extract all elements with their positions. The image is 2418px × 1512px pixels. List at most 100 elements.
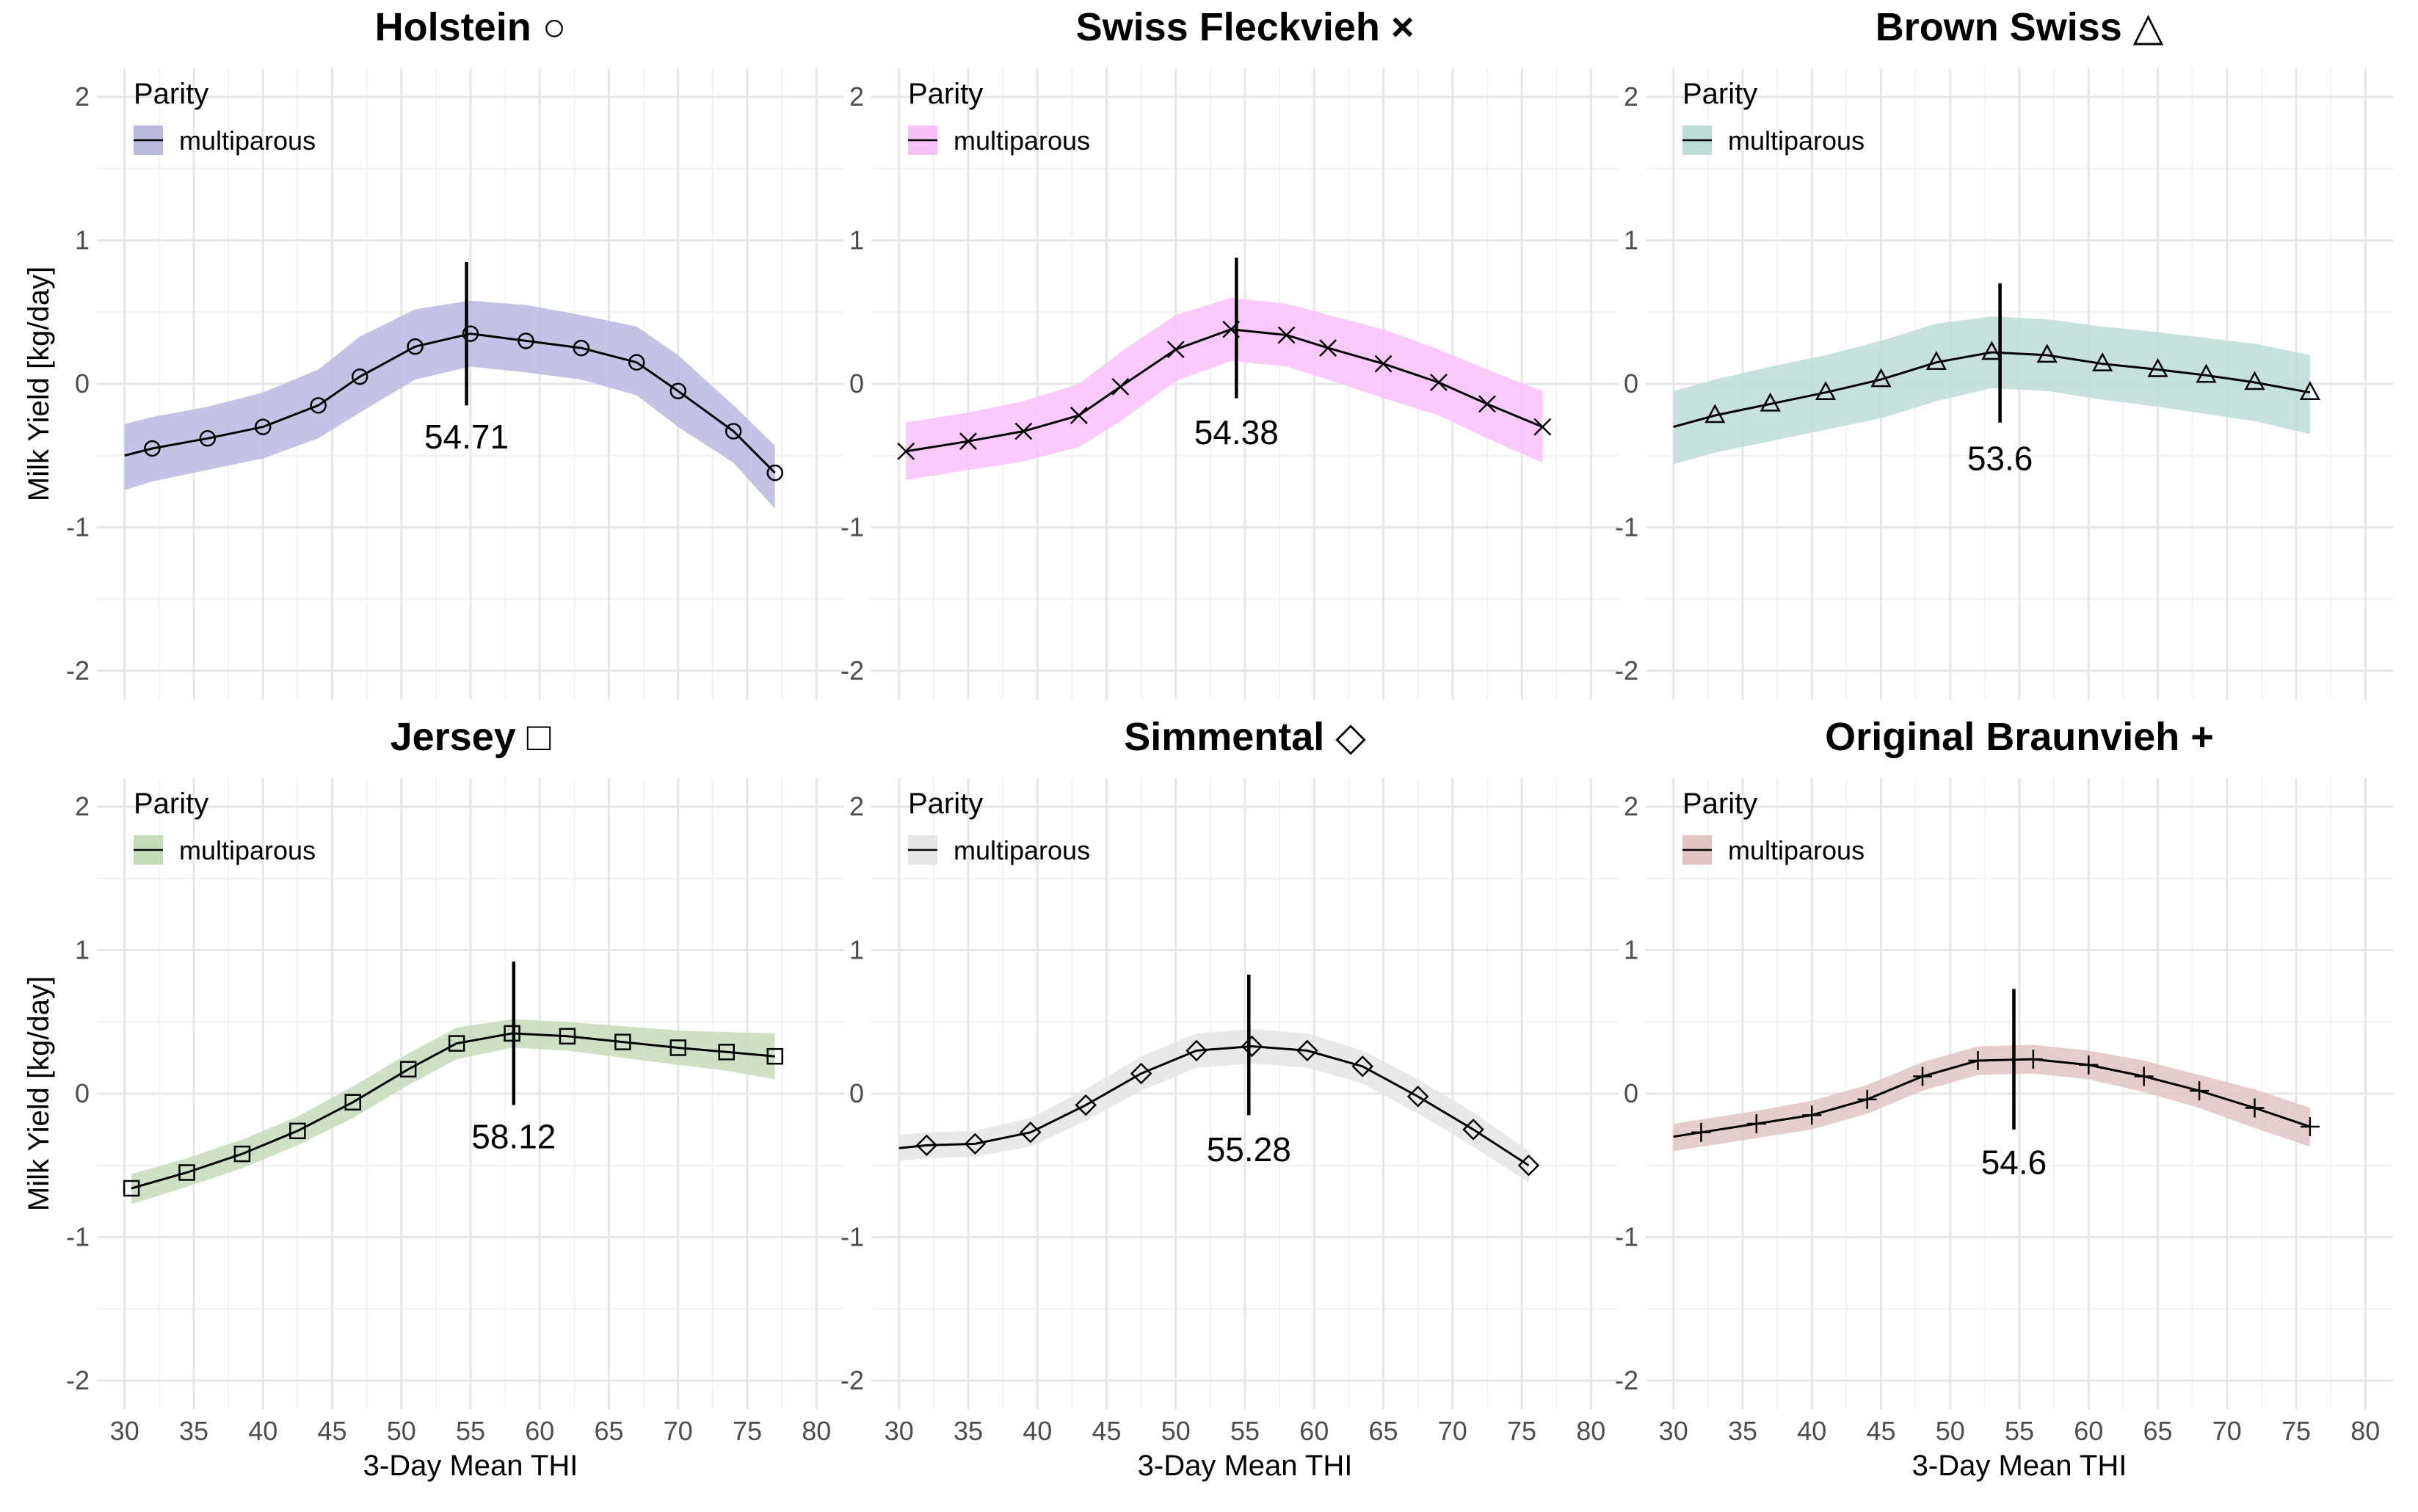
data-point bbox=[2196, 363, 2217, 383]
y-tick-label: 2 bbox=[849, 81, 864, 112]
x-tick-label: 70 bbox=[2212, 1416, 2242, 1446]
data-point bbox=[2190, 1081, 2210, 1101]
data-point bbox=[725, 423, 742, 440]
legend-title: Parity bbox=[134, 788, 208, 820]
data-point bbox=[1166, 341, 1185, 358]
data-point bbox=[1406, 1086, 1429, 1108]
data-point bbox=[1815, 381, 1837, 400]
y-tick-label: -2 bbox=[66, 655, 90, 686]
data-point bbox=[2092, 352, 2113, 371]
y-tick-label: -2 bbox=[1615, 1365, 1638, 1395]
data-point bbox=[897, 442, 915, 460]
data-point bbox=[1857, 1089, 1877, 1109]
x-tick-label: 50 bbox=[387, 1416, 416, 1446]
data-point bbox=[2299, 381, 2320, 400]
x-tick-label: 80 bbox=[1576, 1416, 1605, 1446]
x-axis-title: 3-Day Mean THI bbox=[1912, 1450, 2127, 1482]
y-tick-label: 0 bbox=[849, 368, 864, 399]
x-tick-label: 30 bbox=[1659, 1416, 1688, 1446]
fitted-line bbox=[131, 1032, 775, 1190]
peak-value-label: 55.28 bbox=[1207, 1130, 1291, 1168]
y-tick-label: 2 bbox=[1624, 81, 1638, 112]
panel-title: Holstein ○ bbox=[375, 5, 567, 49]
data-point bbox=[1351, 1055, 1374, 1077]
y-tick-label: 2 bbox=[75, 81, 90, 112]
data-point bbox=[448, 1035, 465, 1052]
y-tick-label: 0 bbox=[849, 1078, 864, 1108]
peak-value-label: 58.12 bbox=[471, 1117, 556, 1155]
data-point bbox=[1802, 1105, 1822, 1125]
data-point bbox=[504, 1025, 520, 1042]
x-tick-label: 60 bbox=[525, 1416, 554, 1446]
data-point bbox=[1277, 326, 1296, 344]
data-point bbox=[915, 1134, 938, 1157]
data-point bbox=[559, 1028, 576, 1045]
panel-5: 55.28 Simmental ◇ Parity multiparous -2 -1 0 1 2… bbox=[841, 715, 1619, 1482]
legend-label: multiparous bbox=[179, 126, 316, 156]
y-tick-label: 2 bbox=[1624, 791, 1638, 821]
peak-value-label: 54.6 bbox=[1981, 1143, 2047, 1181]
data-point bbox=[1913, 1066, 1933, 1086]
x-tick-label: 55 bbox=[1230, 1416, 1260, 1446]
x-tick-label: 45 bbox=[1866, 1416, 1895, 1446]
data-point bbox=[766, 464, 783, 481]
data-point bbox=[1746, 1114, 1766, 1134]
data-point bbox=[959, 432, 977, 451]
peak-value-label: 54.38 bbox=[1194, 413, 1279, 451]
confidence-band bbox=[131, 1019, 775, 1204]
x-tick-label: 40 bbox=[248, 1416, 277, 1446]
data-point bbox=[2134, 1066, 2154, 1086]
x-tick-label: 35 bbox=[179, 1416, 208, 1446]
x-tick-label: 70 bbox=[1438, 1416, 1467, 1446]
data-point bbox=[1186, 1039, 1208, 1062]
data-point bbox=[1430, 374, 1448, 391]
y-tick-label: -2 bbox=[1615, 655, 1638, 686]
y-tick-label: 1 bbox=[1624, 225, 1638, 255]
data-point bbox=[1517, 1154, 1540, 1177]
data-point bbox=[718, 1044, 736, 1061]
x-tick-label: 50 bbox=[1161, 1416, 1191, 1446]
x-tick-label: 50 bbox=[1936, 1416, 1965, 1446]
data-point bbox=[1020, 1122, 1042, 1144]
x-tick-label: 30 bbox=[885, 1416, 914, 1446]
panel-3: 53.6 Brown Swiss △ Parity multiparous -2 -1 0 1… bbox=[1615, 5, 2393, 699]
y-tick-label: 2 bbox=[849, 791, 864, 821]
x-tick-label: 35 bbox=[954, 1416, 983, 1446]
x-tick-label: 55 bbox=[456, 1416, 485, 1446]
data-point bbox=[462, 325, 479, 342]
y-tick-label: -1 bbox=[841, 512, 864, 542]
data-point bbox=[1533, 418, 1552, 436]
x-tick-label: 40 bbox=[1797, 1416, 1826, 1446]
data-point bbox=[669, 382, 687, 400]
data-point bbox=[1870, 368, 1892, 388]
panel-title: Swiss Fleckvieh × bbox=[1076, 5, 1415, 49]
y-axis-title: Milk Yield [kg/day] bbox=[23, 266, 55, 501]
data-point bbox=[199, 430, 217, 447]
legend-title: Parity bbox=[134, 78, 208, 110]
x-tick-label: 75 bbox=[1507, 1416, 1536, 1446]
data-point bbox=[573, 339, 590, 357]
x-axis-title: 3-Day Mean THI bbox=[1138, 1450, 1353, 1482]
x-tick-label: 65 bbox=[2143, 1416, 2172, 1446]
y-tick-label: -1 bbox=[1615, 1221, 1638, 1251]
panel-title: Original Braunvieh + bbox=[1825, 715, 2214, 759]
data-point bbox=[289, 1122, 306, 1140]
legend-label: multiparous bbox=[179, 835, 316, 865]
data-point bbox=[2147, 357, 2168, 377]
x-tick-label: 60 bbox=[1299, 1416, 1329, 1446]
confidence-band bbox=[906, 297, 1543, 480]
fitted-line bbox=[124, 332, 776, 474]
legend-title: Parity bbox=[1682, 788, 1757, 820]
y-tick-label: 1 bbox=[849, 225, 864, 255]
x-tick-label: 75 bbox=[2281, 1416, 2311, 1446]
data-point bbox=[1070, 407, 1088, 424]
data-point bbox=[766, 1047, 783, 1065]
data-point bbox=[1981, 341, 2003, 360]
data-point bbox=[351, 368, 368, 385]
data-point bbox=[2245, 1098, 2265, 1118]
x-tick-label: 65 bbox=[1368, 1416, 1398, 1446]
fitted-line bbox=[1673, 351, 2311, 429]
data-point bbox=[1075, 1094, 1097, 1116]
data-point bbox=[614, 1033, 631, 1050]
